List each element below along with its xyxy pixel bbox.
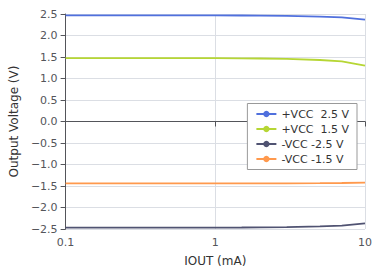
svg-text:−0.5: −0.5 <box>31 137 58 150</box>
svg-text:−1.5: −1.5 <box>31 180 58 193</box>
svg-text:+VCC 2.5 V: +VCC 2.5 V <box>281 108 349 121</box>
svg-text:2.0: 2.0 <box>40 29 58 42</box>
svg-text:Output Voltage (V): Output Voltage (V) <box>7 66 21 178</box>
svg-text:−2.0: −2.0 <box>31 201 58 214</box>
svg-text:-VCC -1.5 V: -VCC -1.5 V <box>281 153 344 166</box>
svg-text:2.5: 2.5 <box>40 8 58 21</box>
svg-text:−1.0: −1.0 <box>31 158 58 171</box>
svg-text:0.1: 0.1 <box>57 236 75 249</box>
svg-text:1: 1 <box>212 236 219 249</box>
svg-text:1.0: 1.0 <box>40 72 58 85</box>
svg-text:+VCC 1.5 V: +VCC 1.5 V <box>281 123 349 136</box>
svg-text:10: 10 <box>358 236 372 249</box>
svg-text:0.0: 0.0 <box>40 115 58 128</box>
svg-text:1.5: 1.5 <box>40 51 58 64</box>
svg-text:−2.5: −2.5 <box>31 223 58 236</box>
svg-text:IOUT (mA): IOUT (mA) <box>184 254 246 268</box>
svg-text:-VCC -2.5 V: -VCC -2.5 V <box>281 138 344 151</box>
svg-text:0.5: 0.5 <box>40 94 58 107</box>
